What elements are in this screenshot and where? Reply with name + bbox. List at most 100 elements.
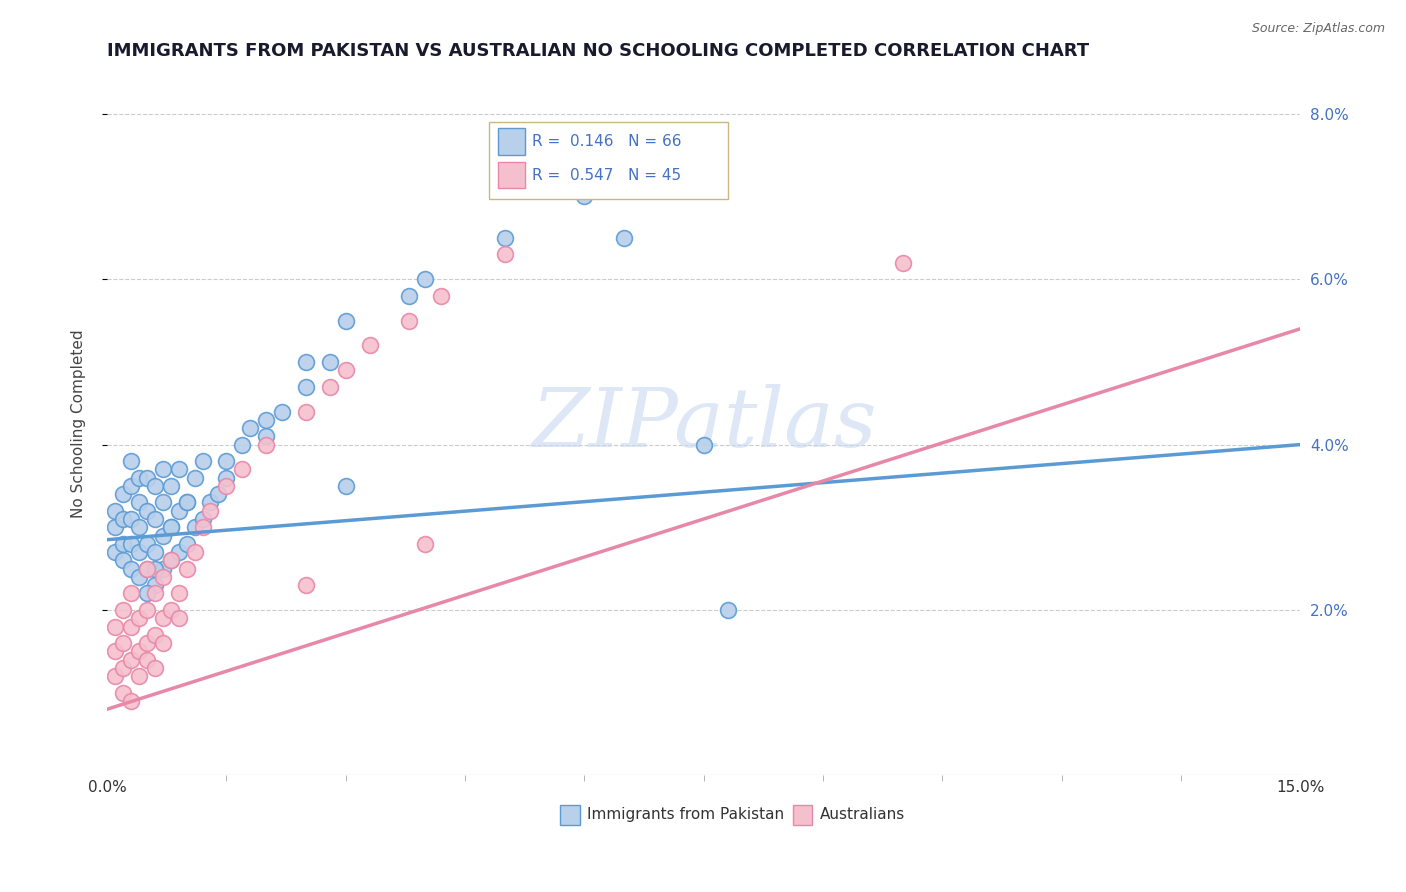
Point xyxy=(128,644,150,658)
Text: R =  0.146   N = 66: R = 0.146 N = 66 xyxy=(531,134,682,149)
Point xyxy=(120,512,142,526)
Point xyxy=(215,454,238,468)
Point xyxy=(128,471,150,485)
Point xyxy=(152,561,174,575)
Point xyxy=(295,404,318,418)
Point xyxy=(104,669,127,683)
Point xyxy=(120,479,142,493)
Point xyxy=(152,611,174,625)
Point xyxy=(152,495,174,509)
Point xyxy=(167,462,190,476)
Point xyxy=(159,520,181,534)
Point xyxy=(398,289,420,303)
Point xyxy=(413,537,436,551)
Point xyxy=(135,504,157,518)
Point xyxy=(159,553,181,567)
Bar xyxy=(561,805,579,824)
Point xyxy=(152,570,174,584)
Point xyxy=(191,454,214,468)
Point xyxy=(111,512,134,526)
Point xyxy=(176,537,198,551)
Point xyxy=(104,504,127,518)
Point xyxy=(128,669,150,683)
Point xyxy=(167,504,190,518)
Point xyxy=(120,561,142,575)
Point xyxy=(359,338,381,352)
Point xyxy=(111,487,134,501)
Point xyxy=(891,255,914,269)
Point xyxy=(207,487,229,501)
Text: ZIPatlas: ZIPatlas xyxy=(531,384,876,464)
Point xyxy=(167,586,190,600)
Point xyxy=(104,520,127,534)
Point xyxy=(254,413,277,427)
Point xyxy=(104,644,127,658)
Point xyxy=(295,380,318,394)
Point xyxy=(143,661,166,675)
Point xyxy=(430,289,453,303)
Point xyxy=(128,611,150,625)
Point xyxy=(143,586,166,600)
Bar xyxy=(498,128,524,154)
Point xyxy=(135,561,157,575)
Point xyxy=(254,429,277,443)
Point xyxy=(319,355,342,369)
Point xyxy=(128,495,150,509)
Point xyxy=(135,603,157,617)
Text: Australians: Australians xyxy=(820,807,904,822)
Point xyxy=(128,570,150,584)
Point xyxy=(111,686,134,700)
Point xyxy=(335,479,357,493)
Bar xyxy=(793,805,813,824)
Point xyxy=(135,636,157,650)
Point xyxy=(111,636,134,650)
Point xyxy=(176,495,198,509)
Point xyxy=(111,661,134,675)
Point xyxy=(295,578,318,592)
Point xyxy=(111,537,134,551)
Point xyxy=(183,520,205,534)
Point xyxy=(295,355,318,369)
Bar xyxy=(498,161,524,188)
Point xyxy=(104,545,127,559)
Point xyxy=(152,636,174,650)
Point xyxy=(143,561,166,575)
Point xyxy=(143,479,166,493)
Point xyxy=(120,586,142,600)
Point xyxy=(159,603,181,617)
Point xyxy=(143,628,166,642)
Point xyxy=(128,520,150,534)
Point xyxy=(135,561,157,575)
Point xyxy=(135,471,157,485)
Point xyxy=(167,545,190,559)
Point xyxy=(152,462,174,476)
Point xyxy=(120,652,142,666)
Point xyxy=(159,520,181,534)
Point xyxy=(200,504,222,518)
Point xyxy=(120,694,142,708)
Point xyxy=(120,454,142,468)
Point xyxy=(143,545,166,559)
Point xyxy=(231,462,253,476)
Point xyxy=(176,561,198,575)
Text: R =  0.547   N = 45: R = 0.547 N = 45 xyxy=(531,168,681,183)
Point xyxy=(120,537,142,551)
Point xyxy=(135,652,157,666)
Point xyxy=(335,313,357,327)
Point xyxy=(143,578,166,592)
Point xyxy=(183,545,205,559)
Point xyxy=(191,520,214,534)
Point xyxy=(613,231,636,245)
Point xyxy=(152,528,174,542)
Point xyxy=(231,437,253,451)
Y-axis label: No Schooling Completed: No Schooling Completed xyxy=(72,330,86,518)
Point xyxy=(104,619,127,633)
Point xyxy=(494,247,516,261)
Point xyxy=(143,512,166,526)
Point xyxy=(398,313,420,327)
Point xyxy=(335,363,357,377)
Point xyxy=(167,611,190,625)
Point xyxy=(413,272,436,286)
Point xyxy=(239,421,262,435)
Point xyxy=(120,619,142,633)
